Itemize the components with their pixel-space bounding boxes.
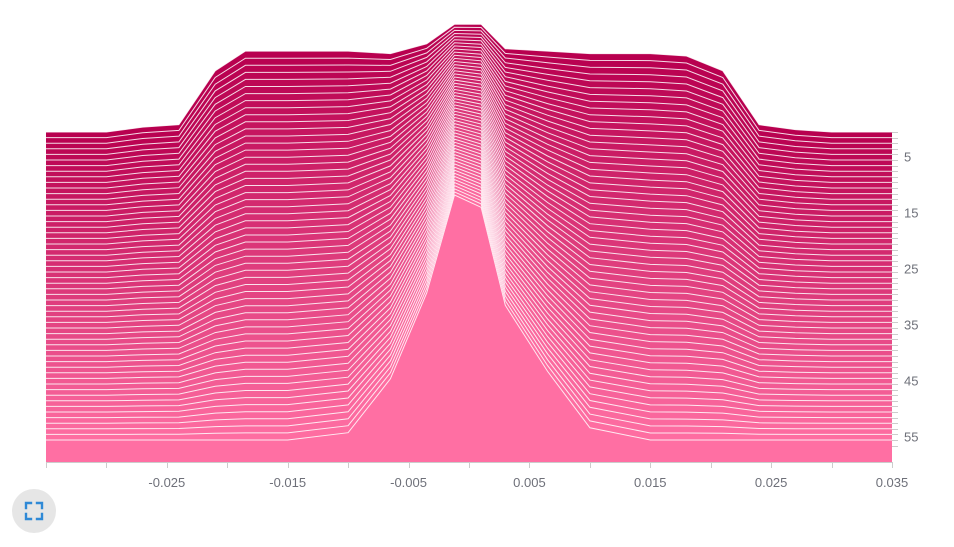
ridge-line-42 [46,150,892,363]
ridge-line-52 [46,181,892,419]
ridge-line-32 [46,119,892,307]
ridge-line-29 [46,110,892,290]
ridge-line-2 [46,26,892,139]
ridge-line-38 [46,138,892,340]
ridge-line-41 [46,147,892,357]
y-tick-label-6: 55 [904,430,918,445]
ridge-line-51 [46,178,892,413]
ridge-line-46 [46,163,892,385]
ridge-line-1 [46,23,892,133]
ridge-line-9 [46,48,892,178]
ridge-line-55 [46,191,892,435]
ridge-line-31 [46,116,892,301]
ridge-line-10 [46,51,892,183]
ridge-line-53 [46,185,892,424]
ridge-line-48 [46,169,892,396]
ridge-line-25 [46,98,892,267]
y-tick-label-4: 35 [904,318,918,333]
ridge-line-19 [46,79,892,234]
ridge-line-4 [46,32,892,150]
x-tick-label-3: -0.005 [390,475,427,490]
ridge-line-33 [46,123,892,312]
ridge-line-13 [46,60,892,200]
ridge-line-8 [46,45,892,172]
ridge-line-28 [46,107,892,284]
x-tick-label-2: -0.015 [269,475,306,490]
ridge-line-50 [46,175,892,407]
ridge-line-37 [46,135,892,335]
ridge-line-15 [46,67,892,211]
ridge-line-47 [46,166,892,391]
ridge-line-17 [46,73,892,223]
ridge-line-23 [46,91,892,256]
ridge-line-18 [46,76,892,228]
x-axis: -0.025 -0.015 -0.005 0.005 0.015 0.025 0.035 [46,462,908,490]
ridge-line-36 [46,132,892,329]
ridge-line-3 [46,29,892,144]
ridge-line-20 [46,82,892,239]
ridge-series-56 [46,195,892,462]
ridge-line-16 [46,70,892,217]
ridge-line-40 [46,144,892,351]
x-tick-label-5: 0.015 [634,475,667,490]
fullscreen-icon [24,501,44,521]
ridge-line-49 [46,172,892,402]
y-axis: 5 15 25 35 45 55 [892,132,918,447]
ridge-line-11 [46,54,892,189]
ridge-line-56 [46,194,892,441]
ridge-line-26 [46,101,892,273]
y-tick-label-1: 5 [904,150,911,165]
ridge-line-7 [46,42,892,167]
ridge-line-34 [46,126,892,318]
x-tick-label-6: 0.025 [755,475,788,490]
ridge-line-45 [46,160,892,379]
ridge-line-44 [46,157,892,374]
x-tick-label-4: 0.005 [513,475,546,490]
ridge-line-22 [46,88,892,251]
fullscreen-button[interactable] [12,489,56,533]
y-tick-label-5: 45 [904,374,918,389]
ridge-line-54 [46,188,892,430]
ridge-line-35 [46,129,892,323]
y-tick-label-2: 15 [904,206,918,221]
ridge-line-6 [46,39,892,161]
x-tick-label-7: 0.035 [876,475,909,490]
ridge-line-5 [46,36,892,155]
ridge-series-group [46,23,892,463]
ridge-line-21 [46,85,892,245]
ridge-line-30 [46,113,892,295]
ridge-line-27 [46,104,892,279]
ridge-line-12 [46,57,892,195]
ridge-line-24 [46,95,892,262]
x-tick-label-1: -0.025 [148,475,185,490]
ridge-line-39 [46,141,892,346]
y-tick-label-3: 25 [904,262,918,277]
ridge-line-43 [46,153,892,368]
ridge-line-14 [46,64,892,206]
